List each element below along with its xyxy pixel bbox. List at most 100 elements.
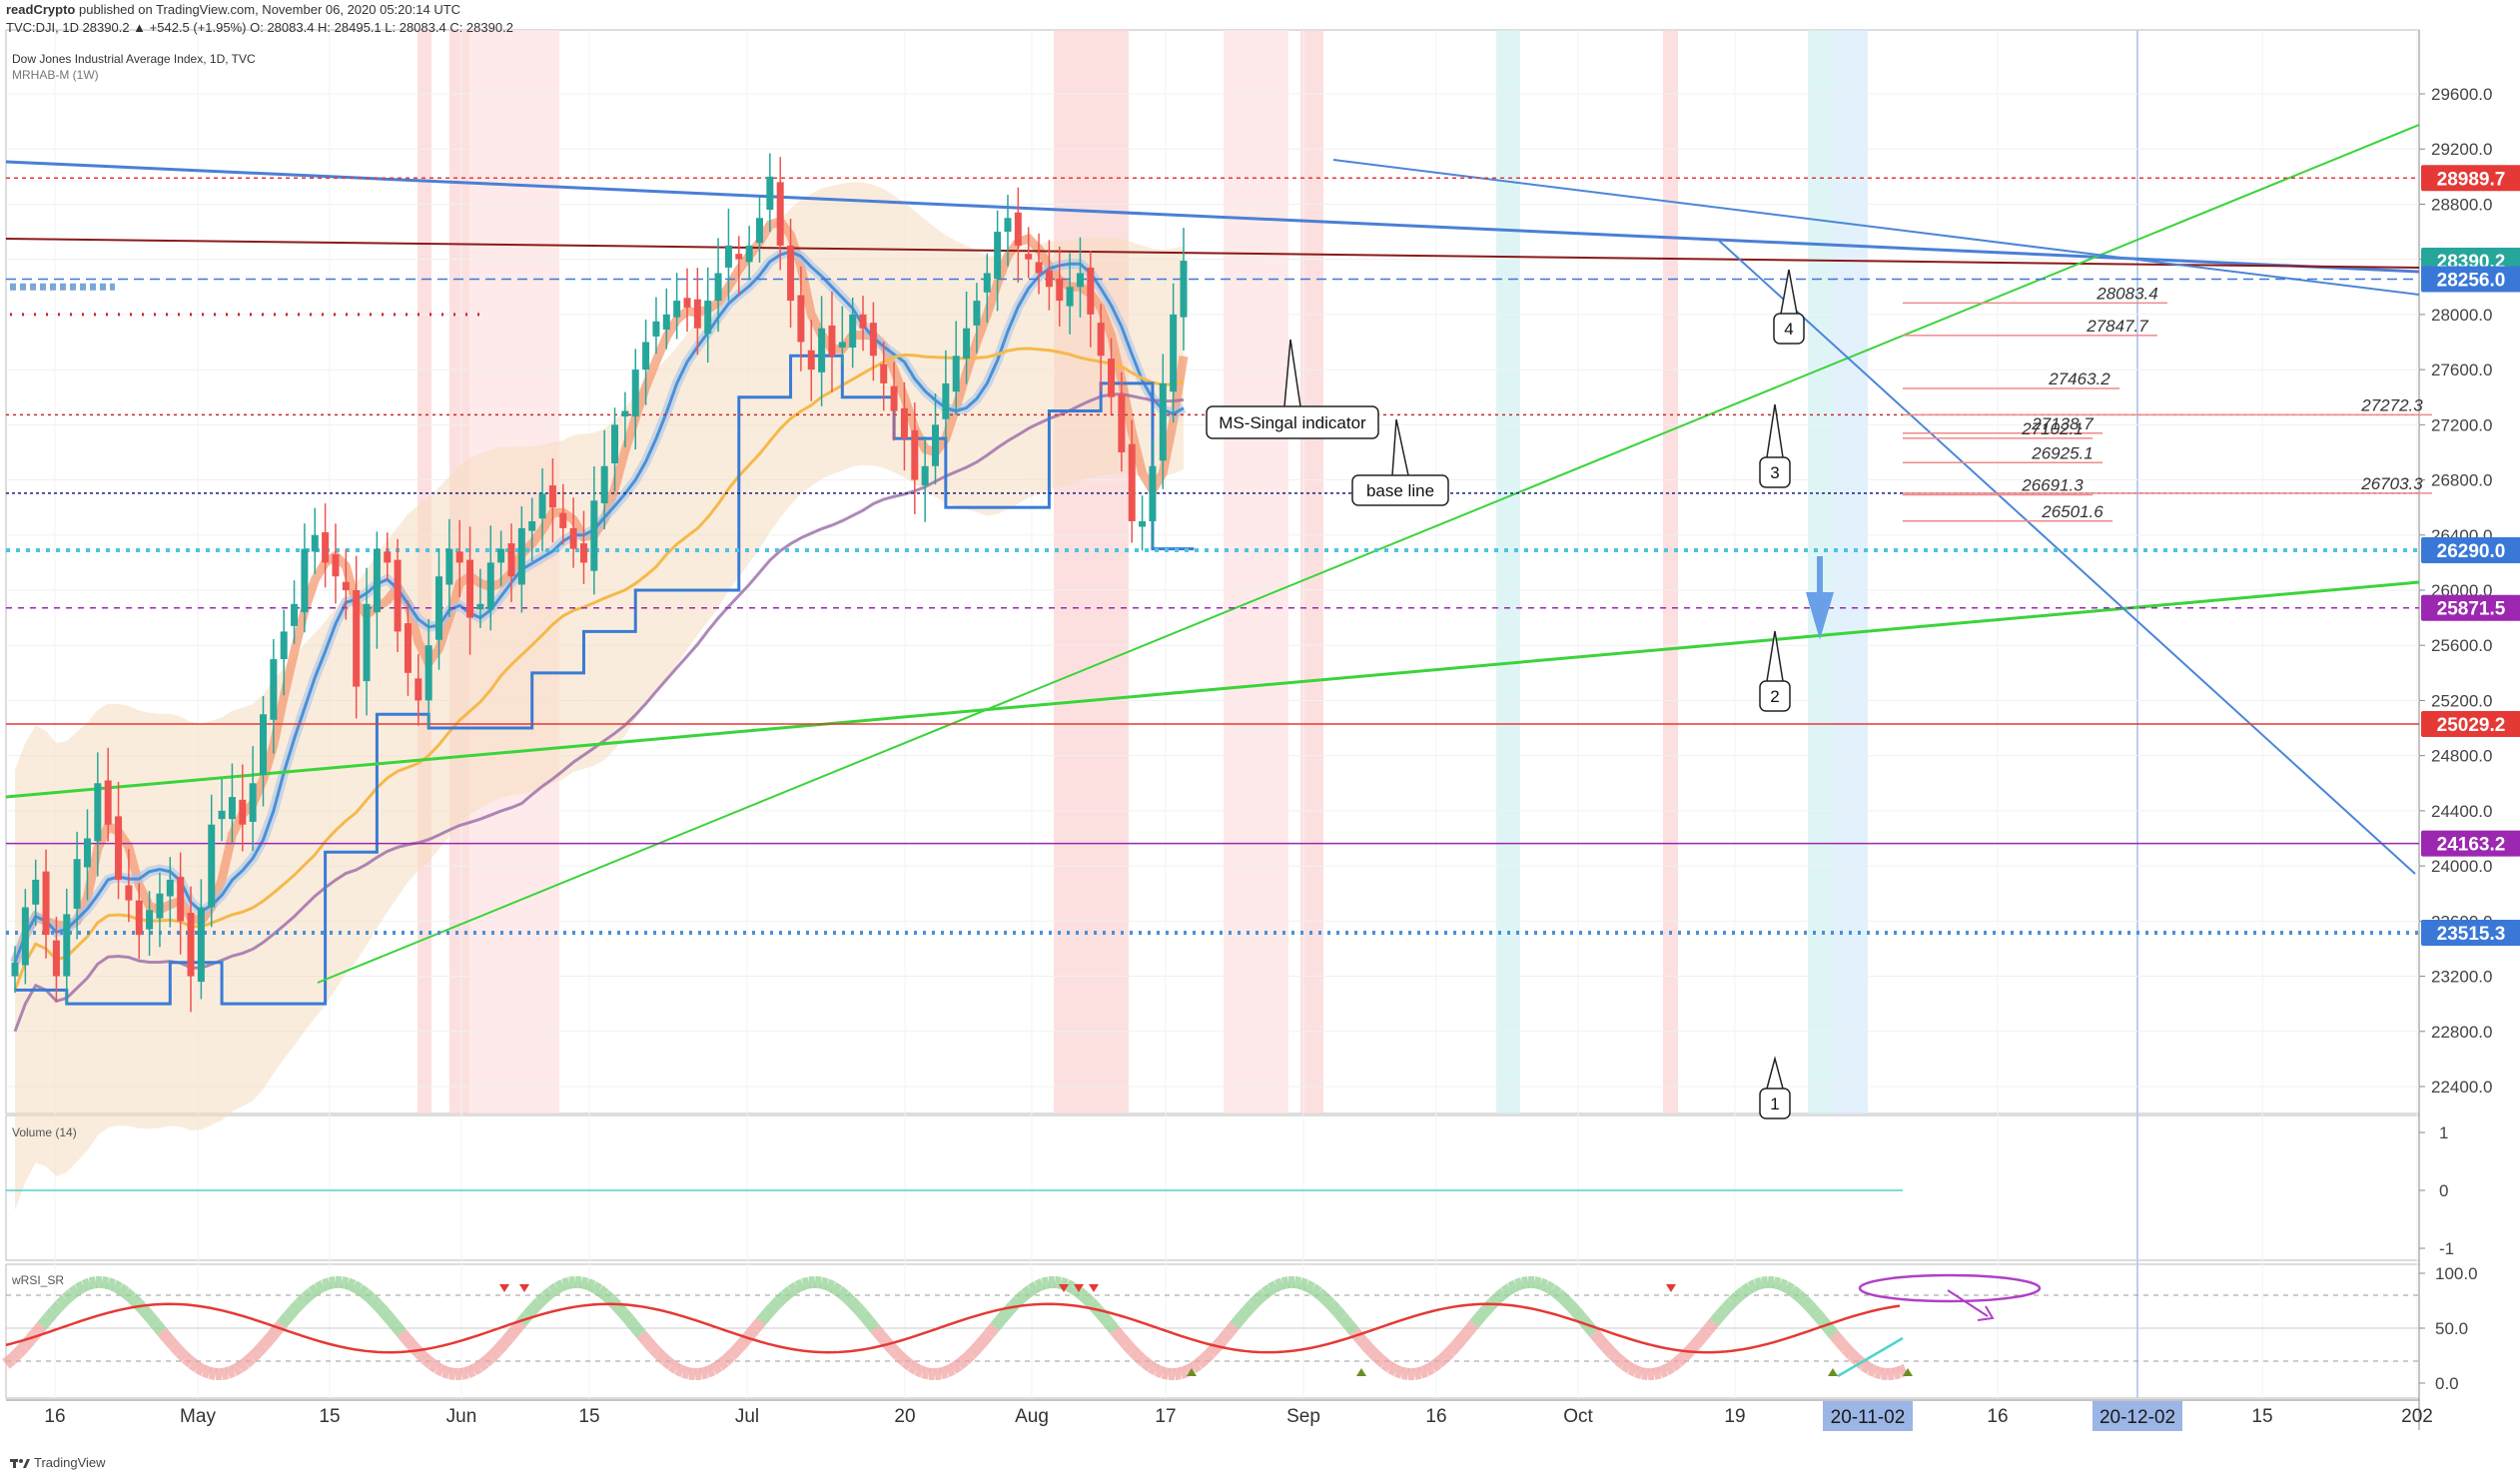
level-text: 26691.3: [2021, 476, 2084, 495]
highlight-band: [1224, 30, 1288, 1113]
rsi-wave: [475, 1357, 489, 1372]
tradingview-brand[interactable]: TradingView: [10, 1455, 106, 1470]
candle-body: [787, 245, 795, 302]
publisher-name[interactable]: readCrypto: [6, 2, 76, 17]
rsi-wave: [561, 1276, 571, 1291]
rsi-wave: [1303, 1279, 1315, 1294]
rsi-wave: [1224, 1321, 1240, 1337]
candle-body: [146, 910, 154, 930]
candle: [115, 781, 123, 900]
candle-body: [735, 254, 743, 260]
callout-2-label: 2: [1770, 687, 1779, 706]
rsi-wave: [534, 1292, 550, 1307]
rsi-wave: [584, 1278, 596, 1292]
rsi-wave: [1734, 1286, 1748, 1302]
rsi-wave: [1715, 1304, 1731, 1320]
rsi-wave: [1897, 1363, 1909, 1378]
candle-body: [755, 218, 763, 244]
level-text: 27847.7: [2086, 317, 2148, 336]
candle-body: [239, 799, 247, 825]
publish-header: readCrypto published on TradingView.com,…: [6, 2, 460, 17]
rsi-wave: [1703, 1318, 1719, 1334]
date-box: [1823, 1401, 1913, 1431]
rsi-wave: [441, 1365, 451, 1379]
rsi-wave: [43, 1307, 59, 1323]
rsi-wave: [1583, 1321, 1599, 1337]
y-tick-label: 27200.0: [2431, 415, 2492, 434]
rsi-wave: [88, 1276, 98, 1290]
rsi-wave: [1179, 1365, 1189, 1379]
rsi-wave: [966, 1343, 982, 1359]
sell-marker-icon: [519, 1284, 529, 1292]
rsi-wave: [781, 1285, 795, 1301]
rsi-wave: [1387, 1362, 1399, 1376]
rsi-wave: [819, 1276, 829, 1290]
candle-body: [1180, 261, 1188, 318]
candle: [1108, 338, 1116, 414]
rsi-wave: [801, 1276, 811, 1290]
candle-body: [942, 382, 950, 419]
rsi-wave: [794, 1278, 806, 1293]
price-label: 25029.2: [2437, 715, 2506, 736]
rsi-wave: [1361, 1341, 1377, 1357]
candle-body: [73, 859, 81, 909]
candle: [704, 267, 712, 364]
rsi-wave: [116, 1283, 130, 1298]
candle-body: [724, 245, 732, 268]
rsi-wave: [1367, 1347, 1383, 1363]
rsi-wave: [1777, 1278, 1789, 1292]
candle-body: [983, 273, 991, 293]
rsi-wave: [1255, 1288, 1268, 1304]
candle: [1014, 187, 1022, 283]
candle: [156, 872, 164, 948]
rsi-wave: [1434, 1353, 1448, 1368]
rsi-wave: [960, 1349, 976, 1365]
rsi-wave: [1331, 1306, 1347, 1321]
candle: [880, 342, 888, 411]
candle-body: [1139, 520, 1147, 527]
ms-signal-callout-box: [1206, 405, 1379, 439]
rsi-wave: [498, 1333, 514, 1348]
rsi-wave: [1614, 1354, 1628, 1369]
candle: [197, 879, 205, 1000]
x-tick-label: Oct: [1563, 1406, 1593, 1427]
callout-3-box: [1759, 456, 1791, 488]
rsi-wave: [1772, 1276, 1782, 1290]
price-label-box: [2421, 266, 2520, 293]
candle: [983, 253, 991, 323]
candle: [1035, 233, 1043, 295]
level-text: 28083.4: [2096, 284, 2157, 303]
cloud-fill: [15, 182, 1184, 1211]
rsi-pane-title: wRSI_SR: [12, 1273, 65, 1287]
candle: [859, 296, 867, 352]
rsi-wave: [469, 1361, 483, 1376]
y-tick-label: 29600.0: [2431, 85, 2492, 104]
rsi-wave: [1860, 1359, 1874, 1374]
candle: [590, 466, 598, 595]
candle: [445, 518, 453, 617]
rsi-wave: [1537, 1277, 1549, 1292]
candle-body: [559, 512, 567, 528]
rsi-wave: [528, 1298, 544, 1313]
x-tick-label: 15: [2251, 1406, 2272, 1427]
rsi-wave: [1513, 1277, 1525, 1291]
candle-body: [600, 465, 608, 504]
rsi-wave: [195, 1362, 207, 1376]
rsi-wave: [37, 1314, 53, 1330]
rsi-wave: [939, 1365, 949, 1380]
level-text: 27138.7: [2031, 414, 2094, 433]
candle: [528, 497, 536, 562]
callout-1-label: 1: [1770, 1095, 1779, 1113]
rsi-wave: [1008, 1295, 1024, 1311]
candle: [435, 548, 443, 670]
candle-body: [693, 299, 701, 329]
rsi-wave: [302, 1287, 316, 1303]
rsi-wave: [351, 1280, 363, 1295]
rsi-wave: [236, 1358, 250, 1373]
candle: [1066, 253, 1074, 335]
rsi-wave: [1475, 1305, 1491, 1321]
rsi-wave: [1128, 1346, 1144, 1362]
candle: [973, 283, 981, 354]
rsi-wave: [864, 1317, 880, 1333]
